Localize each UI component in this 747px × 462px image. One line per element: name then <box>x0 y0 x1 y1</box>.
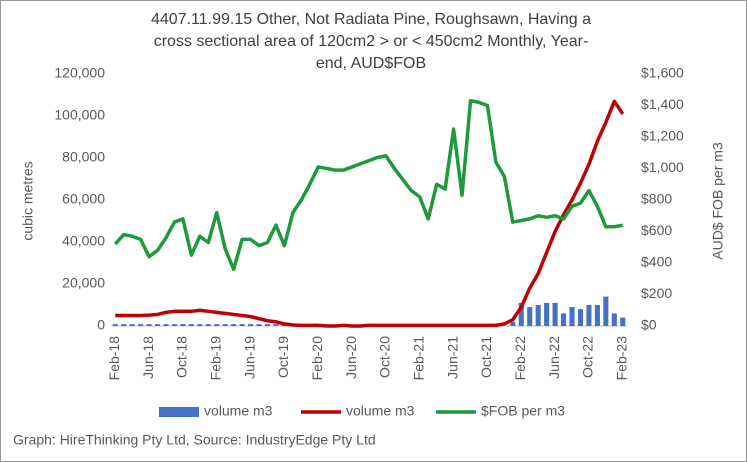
bar <box>248 324 254 326</box>
bar <box>188 324 194 326</box>
bar <box>180 324 186 326</box>
bar <box>129 324 135 326</box>
y-tick-label: 20,000 <box>62 275 105 291</box>
bar <box>138 324 144 326</box>
y-tick-label: 40,000 <box>62 233 105 249</box>
bar <box>214 324 220 326</box>
bar <box>577 309 584 326</box>
x-tick-label: Feb-19 <box>207 336 223 381</box>
bar <box>264 324 271 326</box>
x-tick-label: Oct-19 <box>275 336 291 378</box>
legend-label: volume m3 <box>204 403 273 419</box>
x-tick-label: Feb-20 <box>309 336 325 381</box>
bar <box>273 324 279 326</box>
x-tick-label: Jun-18 <box>140 336 156 379</box>
bar <box>544 302 550 326</box>
bar <box>146 324 152 326</box>
bar <box>620 317 626 326</box>
bar <box>510 321 516 326</box>
bar <box>518 302 524 326</box>
bar <box>205 324 211 326</box>
bar <box>611 313 617 326</box>
bar <box>239 324 245 326</box>
y2-tick-label: $1,000 <box>641 159 684 175</box>
x-tick-label: Jun-21 <box>444 336 460 379</box>
bar <box>552 302 558 326</box>
x-tick-label: Oct-22 <box>580 336 596 378</box>
bar <box>231 324 237 326</box>
bar <box>154 324 161 326</box>
y-tick-label: 0 <box>97 317 105 333</box>
x-tick-label: Feb-22 <box>512 336 528 381</box>
bar <box>121 324 127 326</box>
y2-tick-label: $600 <box>641 222 672 238</box>
x-tick-label: Feb-23 <box>613 336 629 381</box>
bar <box>256 324 262 326</box>
bar <box>569 307 575 326</box>
x-tick-label: Jun-20 <box>343 336 359 379</box>
y2-tick-label: $400 <box>641 254 672 270</box>
y-axis-label: cubic metres <box>20 161 36 240</box>
x-tick-label: Jun-19 <box>241 336 257 379</box>
bar <box>535 305 541 326</box>
y2-tick-label: $1,400 <box>641 96 684 112</box>
legend-label: volume m3 <box>346 403 415 419</box>
legend-swatch <box>159 407 199 417</box>
line-series <box>115 99 625 328</box>
y2-axis-label: AUD$ FOB per m3 <box>710 142 726 260</box>
source-note: Graph: HireThinking Pty Ltd, Source: Ind… <box>13 432 376 448</box>
x-tick-label: Jun-22 <box>546 336 562 379</box>
y2-tick-label: $800 <box>641 191 672 207</box>
bar <box>171 324 177 326</box>
y-tick-label: 80,000 <box>62 149 105 165</box>
x-tick-label: Feb-18 <box>106 336 122 381</box>
x-tick-label: Oct-18 <box>174 336 190 378</box>
y2-tick-label: $200 <box>641 285 672 301</box>
bar <box>594 305 600 326</box>
x-tick-label: Oct-20 <box>377 336 393 378</box>
y-tick-label: 60,000 <box>62 191 105 207</box>
y2-tick-label: $1,200 <box>641 128 684 144</box>
legend-label: $FOB per m3 <box>481 403 565 419</box>
x-tick-label: Oct-21 <box>478 336 494 378</box>
line-series <box>113 99 624 272</box>
bar <box>112 324 118 326</box>
y-tick-label: 120,000 <box>54 65 105 81</box>
y2-tick-label: $0 <box>641 317 657 333</box>
bar <box>586 305 592 326</box>
bar <box>527 307 533 326</box>
bar <box>197 324 203 326</box>
y2-tick-label: $1,600 <box>641 65 684 81</box>
bar <box>222 324 228 326</box>
bar <box>603 296 609 326</box>
chart-title: 4407.11.99.15 Other, Not Radiata Pine, R… <box>151 11 591 72</box>
y-tick-label: 100,000 <box>54 107 105 123</box>
x-tick-label: Feb-21 <box>410 336 426 381</box>
bar <box>561 313 567 326</box>
bar <box>163 324 169 326</box>
